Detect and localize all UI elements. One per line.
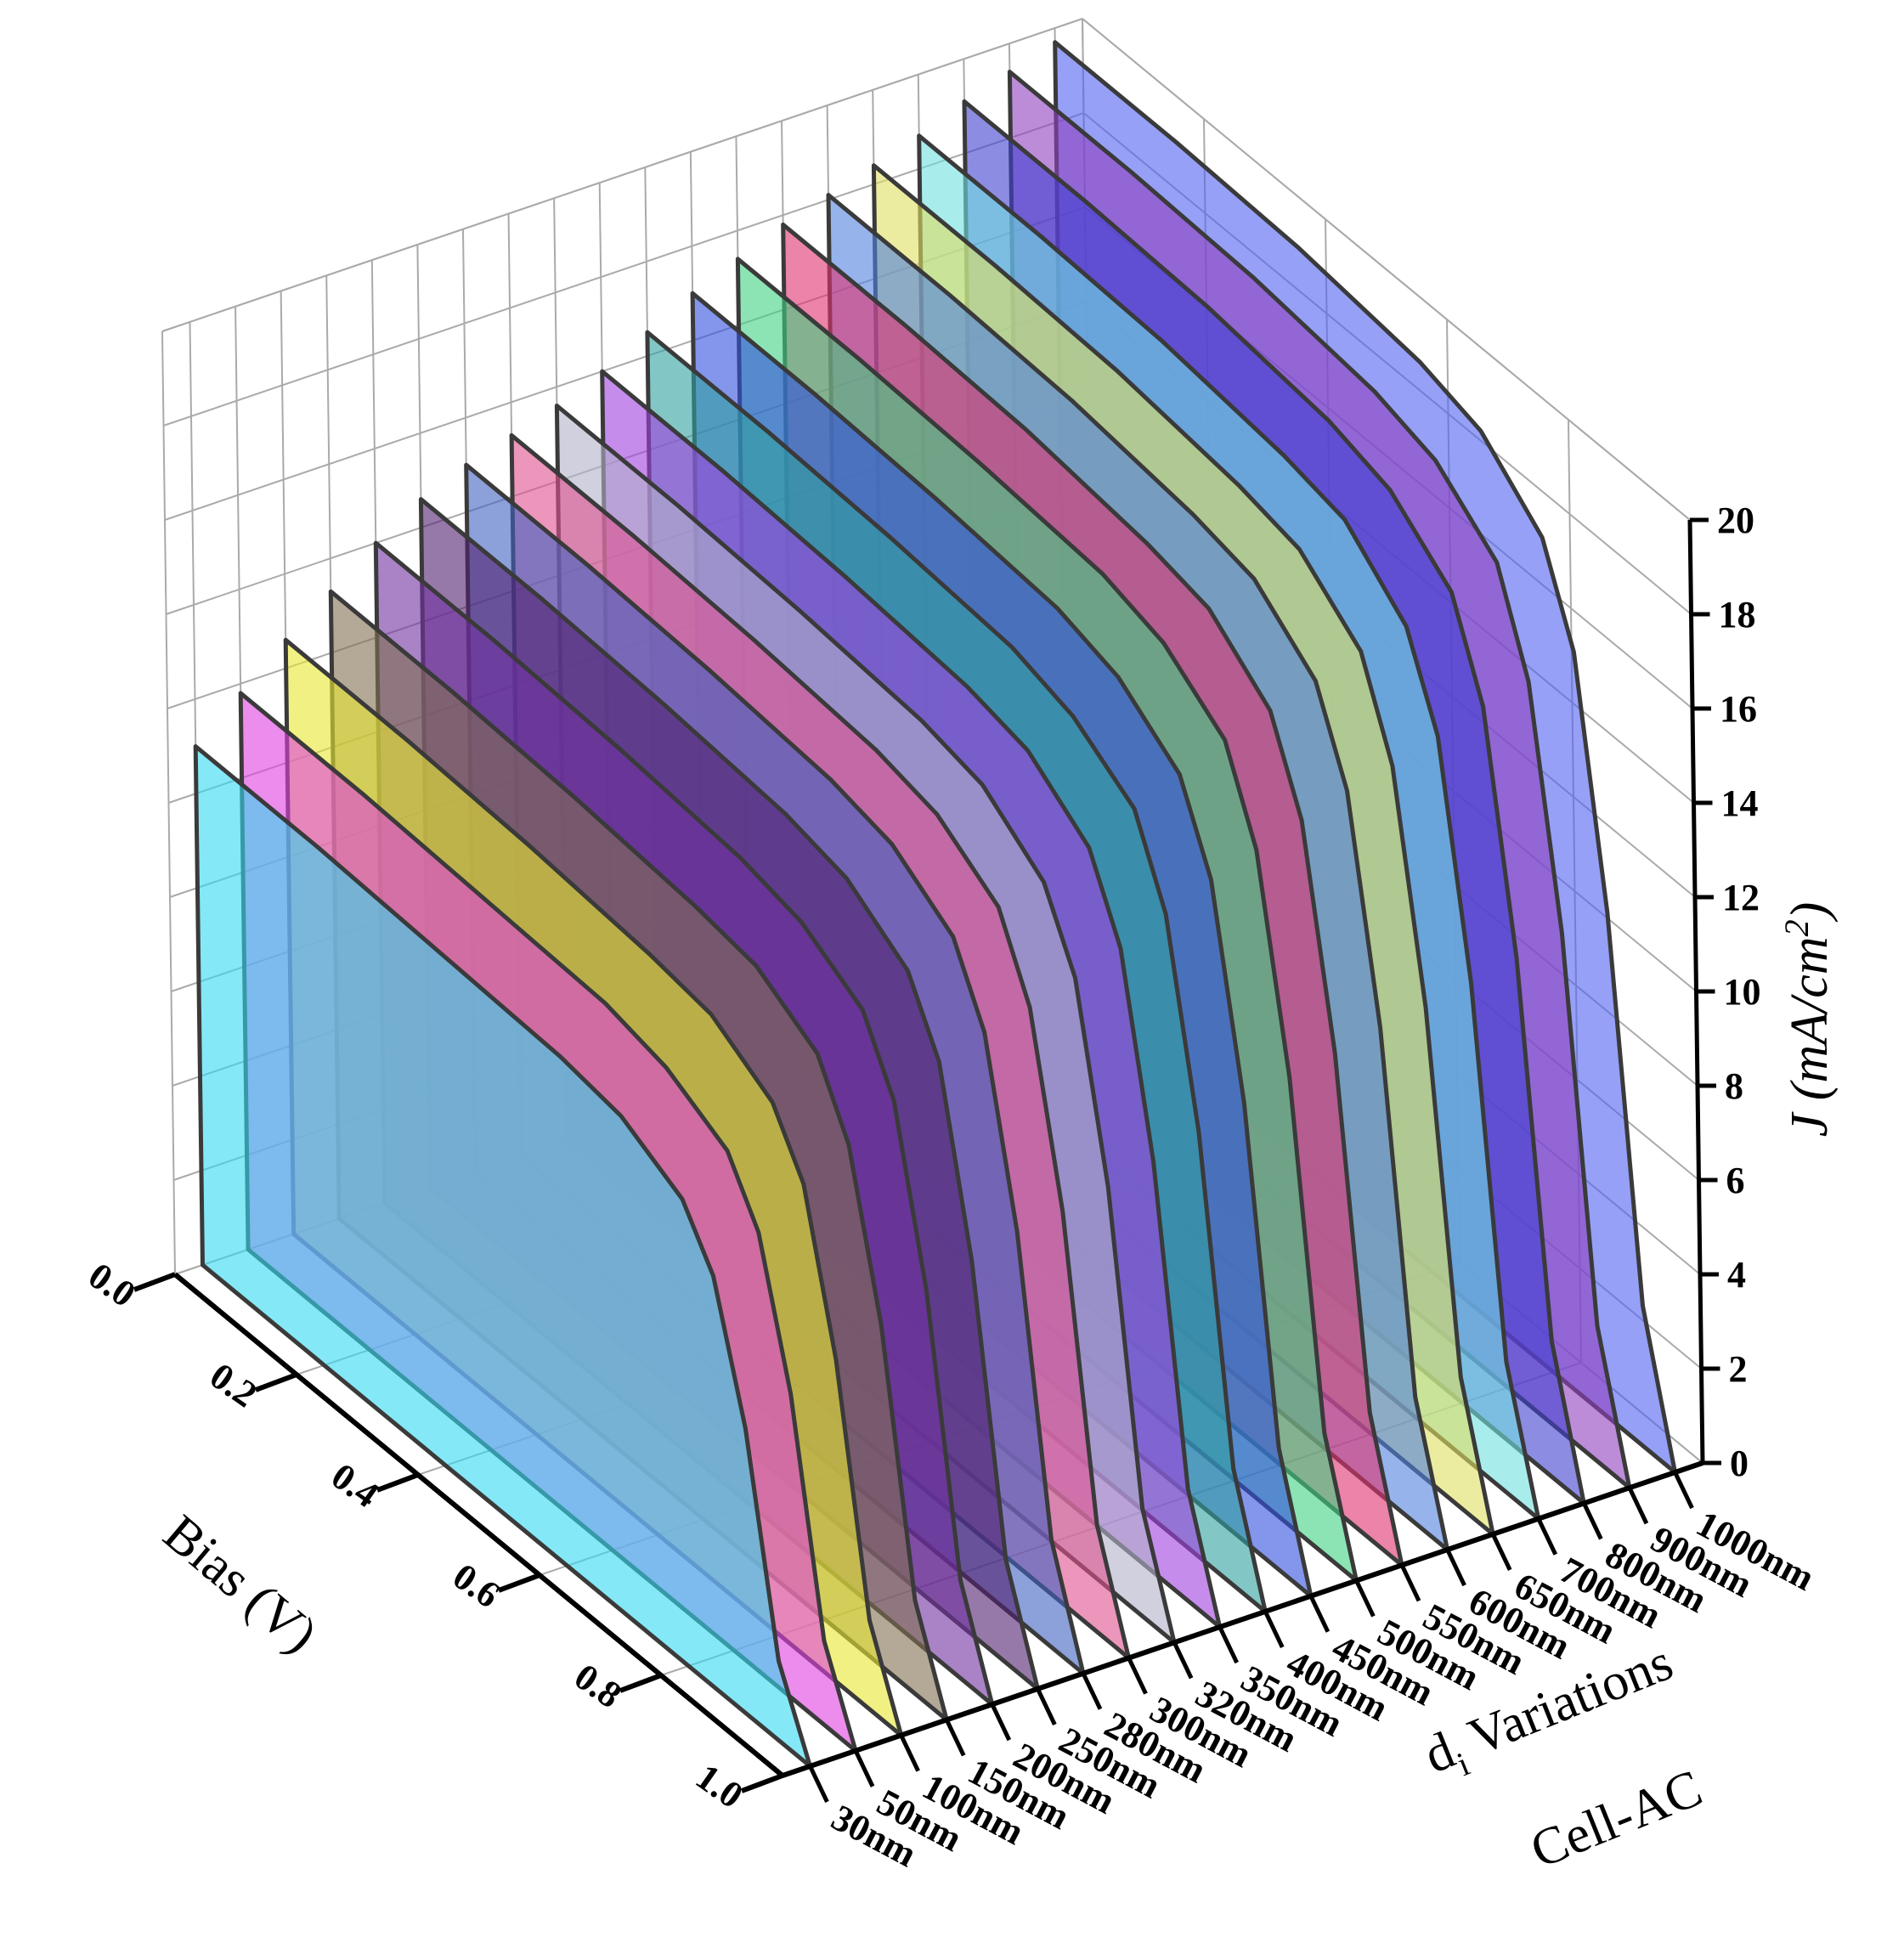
y-tick-label: 16 <box>1720 688 1757 730</box>
z-tick <box>1308 1595 1331 1633</box>
z-tick <box>1445 1548 1466 1587</box>
y-title-main: J (mA/cm <box>1781 936 1839 1137</box>
z-tick <box>1127 1657 1148 1695</box>
y-tick-label: 20 <box>1717 500 1754 541</box>
y-tick-label: 6 <box>1726 1160 1745 1201</box>
z-tick <box>990 1703 1012 1742</box>
z-tick <box>853 1749 875 1787</box>
x-tick <box>133 1272 177 1292</box>
z-tick <box>1627 1487 1649 1525</box>
x-tick-label: 0.4 <box>324 1455 386 1516</box>
y-tick-label: 10 <box>1724 971 1761 1013</box>
plot-area <box>193 40 1678 1769</box>
x-tick <box>376 1472 420 1493</box>
z-tick <box>1036 1687 1057 1726</box>
z-tick <box>1490 1533 1512 1571</box>
y-tick-label: 4 <box>1727 1254 1746 1296</box>
x-tick <box>740 1773 784 1793</box>
z-axis <box>782 1460 1703 1778</box>
z-tick <box>1218 1626 1239 1664</box>
z-tick <box>899 1734 920 1772</box>
x-tick <box>497 1573 541 1593</box>
x-tick-label: 0.2 <box>202 1355 264 1416</box>
y-tick-label: 14 <box>1721 782 1759 824</box>
x-tick-label: 0.8 <box>567 1656 629 1717</box>
x-tick <box>254 1372 298 1392</box>
x-tick-label: 0.0 <box>81 1255 143 1316</box>
y-axis-title: J (mA/cm2) <box>1777 902 1839 1138</box>
grid-line <box>1082 18 1691 521</box>
y-axis <box>1687 519 1705 1464</box>
x-axis <box>173 1272 784 1778</box>
x-tick-label: 1.0 <box>688 1756 750 1817</box>
z-tick <box>1263 1610 1285 1648</box>
x-tick-label: 0.6 <box>445 1556 507 1617</box>
y-title-sup: 2 <box>1777 919 1816 936</box>
x-tick <box>619 1673 663 1693</box>
z-tick <box>1536 1517 1558 1556</box>
z-tick <box>1354 1579 1376 1618</box>
y-tick-label: 18 <box>1719 594 1756 635</box>
z-tick <box>1399 1564 1421 1602</box>
y-tick-label: 12 <box>1722 877 1760 918</box>
subtitle: Cell-AC <box>1523 1759 1709 1880</box>
y-tick-label: 0 <box>1730 1443 1749 1484</box>
z-tick <box>1673 1471 1694 1510</box>
z-tick <box>1081 1672 1103 1710</box>
y-tick-label: 2 <box>1729 1348 1748 1390</box>
y-title-end: ) <box>1781 902 1839 923</box>
z-tick <box>1582 1502 1603 1540</box>
z-tick <box>1172 1641 1194 1680</box>
axes: 024681012141618200.00.20.40.60.81.030nm5… <box>81 500 1821 1875</box>
y-tick-label: 8 <box>1725 1065 1743 1107</box>
x-axis-title: Bias (V) <box>153 1505 328 1664</box>
grid-line <box>161 18 1083 332</box>
z-tick <box>944 1719 966 1757</box>
z-tick <box>808 1765 829 1804</box>
